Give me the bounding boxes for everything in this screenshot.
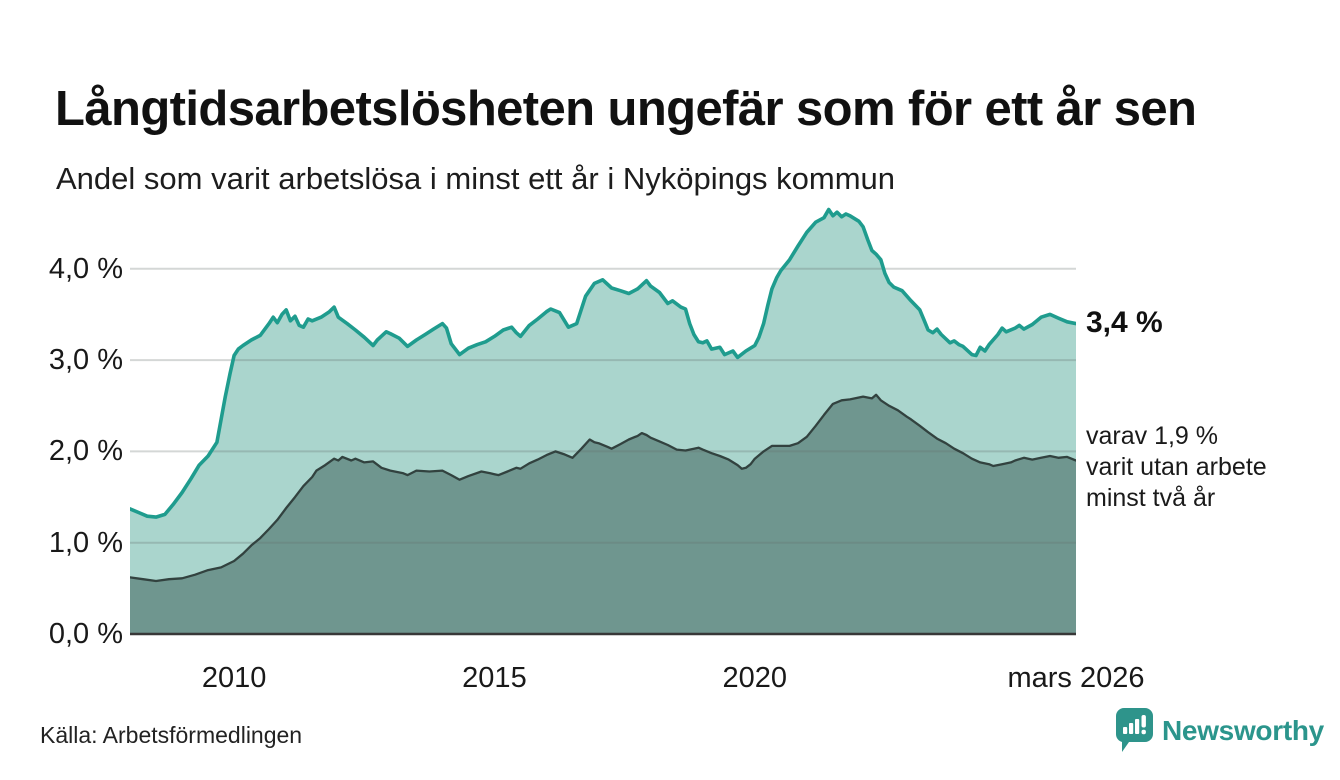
series-area	[130, 394, 1076, 634]
page-title: Långtidsarbetslösheten ungefär som för e…	[55, 81, 1197, 136]
newsworthy-logo[interactable]: Newsworthy	[1116, 708, 1324, 754]
newsworthy-logo-text: Newsworthy	[1162, 715, 1324, 746]
x-axis-tick-label: 2020	[722, 662, 788, 694]
y-axis-tick-label: 3,0 %	[48, 344, 123, 377]
breakdown-annotation: varav 1,9 % varit utan arbete minst två …	[1086, 421, 1267, 514]
page-subtitle: Andel som varit arbetslösa i minst ett å…	[56, 161, 896, 196]
breakdown-annotation-line: varit utan arbete	[1086, 452, 1267, 481]
x-axis-tick-label: 2010	[201, 662, 267, 694]
series-line	[128, 393, 1078, 583]
source-credit: Källa: Arbetsförmedlingen	[40, 722, 303, 748]
x-axis-tick-label: mars 2026	[1007, 662, 1145, 694]
latest-value-label: 3,4 %	[1086, 305, 1163, 339]
y-axis-tick-label: 0,0 %	[48, 618, 123, 650]
area-chart-svg	[128, 207, 1078, 636]
newsworthy-logo-icon	[1116, 708, 1153, 752]
y-axis-tick-label: 4,0 %	[48, 252, 123, 285]
y-axis-tick-label: 2,0 %	[48, 435, 123, 468]
series-line	[128, 207, 1078, 519]
breakdown-annotation-line: varav 1,9 %	[1086, 421, 1219, 450]
breakdown-annotation-line: minst två år	[1086, 483, 1216, 512]
area-chart	[128, 200, 1078, 636]
y-axis-tick-label: 1,0 %	[48, 526, 123, 559]
x-axis-tick-label: 2015	[462, 662, 527, 694]
